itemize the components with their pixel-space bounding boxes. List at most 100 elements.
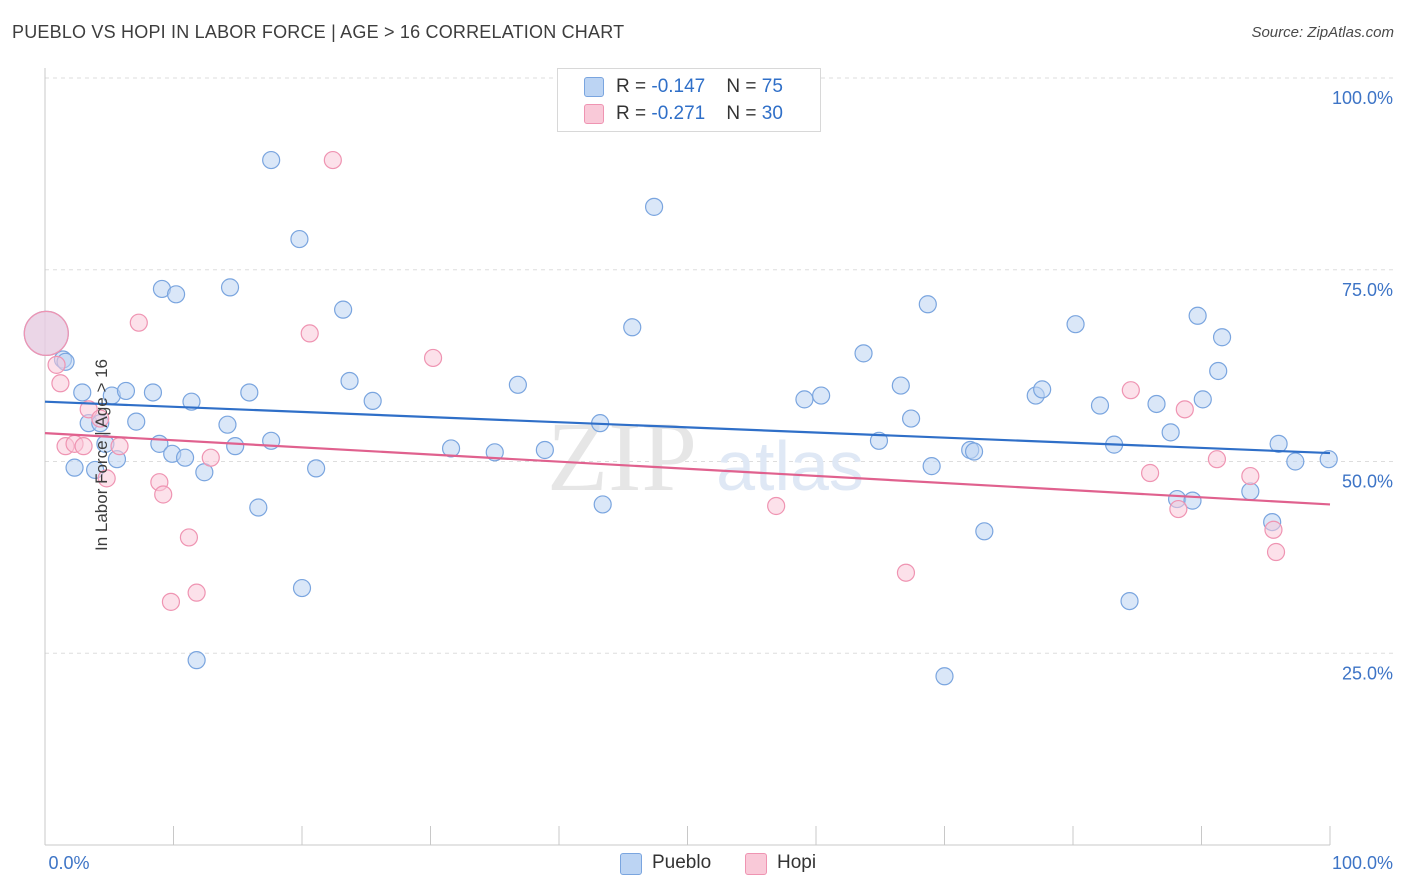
pueblo-point	[1090, 396, 1110, 415]
pueblo-point	[1147, 394, 1166, 414]
hopi-point	[187, 583, 206, 602]
hopi-point	[161, 592, 181, 611]
hopi-point	[110, 437, 129, 456]
pueblo-point	[1269, 434, 1288, 453]
pueblo-point	[249, 498, 268, 517]
pueblo-point	[1161, 423, 1180, 442]
hopi-point	[1207, 450, 1227, 469]
pueblo-point	[1212, 328, 1232, 347]
pueblo-point	[218, 415, 237, 434]
hopi-point	[767, 496, 786, 516]
hopi-legend-label: Hopi	[777, 852, 817, 873]
watermark-zip: ZIP	[547, 401, 697, 512]
pueblo-point	[535, 440, 554, 460]
pueblo-point	[166, 285, 186, 304]
hopi-point	[154, 485, 173, 504]
hopi-point	[1121, 381, 1140, 400]
x-tick-label: 100.0%	[1332, 853, 1393, 873]
hopi-point	[97, 469, 116, 488]
pueblo-point	[623, 318, 642, 337]
hopi-point	[179, 528, 199, 547]
x-tick-label: 0.0%	[48, 853, 89, 873]
pueblo-r-label: R =	[616, 76, 652, 97]
hopi-point	[47, 355, 66, 374]
hopi-point	[1169, 499, 1188, 519]
pueblo-point	[1209, 361, 1228, 381]
pueblo-point	[175, 448, 195, 467]
pueblo-point	[65, 458, 84, 477]
pueblo-point	[964, 442, 984, 461]
pueblo-point	[1188, 306, 1207, 325]
pueblo-point	[869, 431, 889, 450]
y-tick-label: 50.0%	[1342, 472, 1393, 492]
pueblo-point	[73, 383, 92, 402]
tick-labels: 25.0% 50.0% 75.0% 100.0% 0.0% 100.0%	[48, 88, 1393, 873]
pueblo-point	[334, 300, 353, 319]
pueblo-point	[1033, 380, 1052, 399]
pueblo-legend-label: Pueblo	[652, 852, 712, 873]
pueblo-point	[1286, 452, 1305, 471]
pueblo-point	[127, 412, 146, 431]
pueblo-point	[441, 439, 461, 458]
y-axis-title: In Labor Force | Age > 16	[92, 358, 112, 552]
pueblo-point	[226, 437, 245, 456]
watermark-atlas: atlas	[716, 427, 864, 505]
stats-legend: R = -0.147 N = 75 R = -0.271 N = 30	[557, 68, 821, 132]
pueblo-n-value: 75	[761, 76, 783, 97]
pueblo-point	[307, 459, 326, 478]
pueblo-legend-swatch	[620, 853, 642, 875]
pueblo-point	[795, 390, 814, 409]
pueblo-point	[812, 386, 831, 405]
hopi-point	[423, 348, 443, 368]
pueblo-point	[187, 651, 206, 670]
pueblo-point	[143, 383, 163, 402]
pueblo-r-value: -0.147	[651, 76, 706, 97]
pueblo-point	[922, 457, 941, 476]
pueblo-point	[1193, 390, 1212, 409]
hopi-point	[51, 374, 70, 393]
hopi-point	[896, 563, 916, 582]
hopi-point	[201, 448, 220, 467]
pueblo-point	[854, 344, 873, 363]
watermark: ZIP atlas	[547, 401, 864, 512]
hopi-r-value: -0.271	[651, 103, 706, 124]
y-tick-label: 75.0%	[1342, 280, 1393, 300]
pueblo-point	[644, 197, 664, 216]
pueblo-point	[935, 667, 954, 686]
hopi-point	[300, 324, 319, 343]
hopi-point	[1140, 463, 1160, 483]
pueblo-point	[1319, 450, 1338, 469]
hopi-point	[1264, 520, 1283, 539]
pueblo-point	[340, 371, 359, 391]
pueblo-point	[262, 150, 281, 170]
y-tick-label: 100.0%	[1332, 88, 1393, 108]
pueblo-point	[240, 383, 259, 402]
pueblo-point	[901, 409, 921, 428]
trend-lines	[44, 400, 1331, 506]
hopi-n-label: N =	[726, 103, 762, 124]
pueblo-point	[363, 391, 382, 411]
data-points	[23, 150, 1338, 686]
pueblo-point	[508, 375, 527, 394]
hopi-point	[1266, 542, 1286, 562]
pueblo-point	[220, 278, 240, 297]
chart-title: PUEBLO VS HOPI IN LABOR FORCE | AGE > 16…	[12, 22, 625, 42]
pueblo-point	[182, 392, 201, 411]
hopi-point	[74, 437, 93, 456]
pueblo-swatch	[584, 77, 604, 97]
pueblo-n-label: N =	[726, 76, 762, 97]
pueblo-point	[1241, 482, 1260, 501]
hopi-swatch	[584, 104, 604, 124]
source-label: Source: ZipAtlas.com	[1251, 24, 1394, 41]
pueblo-point	[918, 295, 937, 314]
pueblo-point	[1066, 315, 1085, 334]
hopi-point	[23, 310, 69, 357]
hopi-point	[323, 150, 342, 170]
hopi-r-label: R =	[616, 103, 652, 124]
hopi-trend-line	[44, 432, 1331, 506]
pueblo-point	[485, 443, 504, 462]
axes	[44, 68, 1331, 846]
pueblo-point	[1120, 591, 1139, 611]
hopi-legend-swatch	[745, 853, 767, 875]
